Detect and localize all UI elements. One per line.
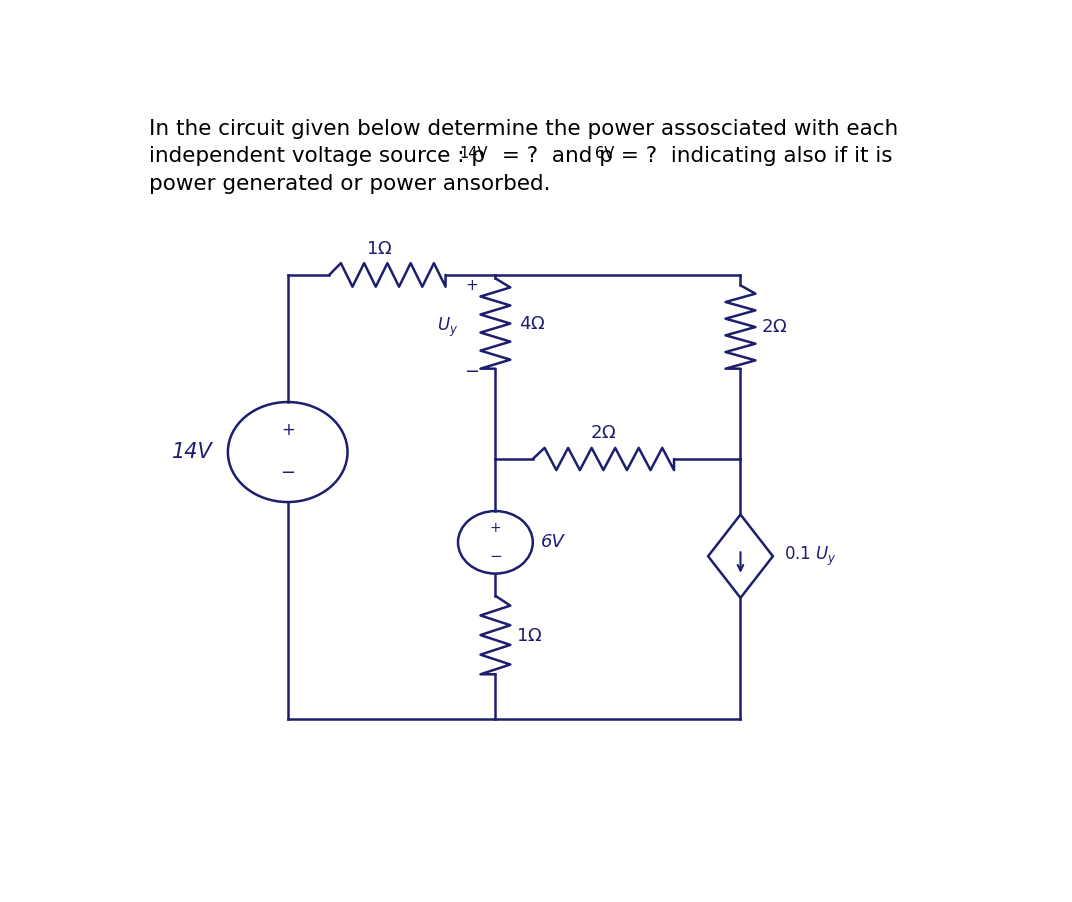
- Text: $U_y$: $U_y$: [436, 316, 458, 338]
- Text: 6V: 6V: [541, 533, 565, 551]
- Text: power generated or power ansorbed.: power generated or power ansorbed.: [149, 174, 550, 194]
- Text: +: +: [490, 521, 502, 536]
- Text: $2\Omega$: $2\Omega$: [761, 318, 788, 336]
- Text: $4\Omega$: $4\Omega$: [519, 315, 546, 333]
- Text: independent voltage source : p: independent voltage source : p: [149, 146, 485, 167]
- Text: 6V: 6V: [595, 146, 614, 161]
- Text: = ?  indicating also if it is: = ? indicating also if it is: [614, 146, 893, 167]
- Text: $2\Omega$: $2\Omega$: [591, 424, 616, 442]
- Text: −: −: [464, 364, 479, 382]
- Text: 14V: 14V: [173, 442, 213, 462]
- Text: 14V: 14V: [460, 146, 488, 161]
- Text: $1\Omega$: $1\Omega$: [517, 627, 542, 645]
- Text: −: −: [280, 464, 295, 482]
- Text: +: +: [465, 278, 478, 293]
- Text: +: +: [281, 421, 295, 438]
- Text: In the circuit given below determine the power assosciated with each: In the circuit given below determine the…: [149, 119, 898, 139]
- Text: 0.1 $U_y$: 0.1 $U_y$: [784, 545, 836, 568]
- Text: $1\Omega$: $1\Omega$: [366, 240, 392, 258]
- Text: = ?  and p: = ? and p: [495, 146, 613, 167]
- Text: −: −: [489, 548, 502, 564]
